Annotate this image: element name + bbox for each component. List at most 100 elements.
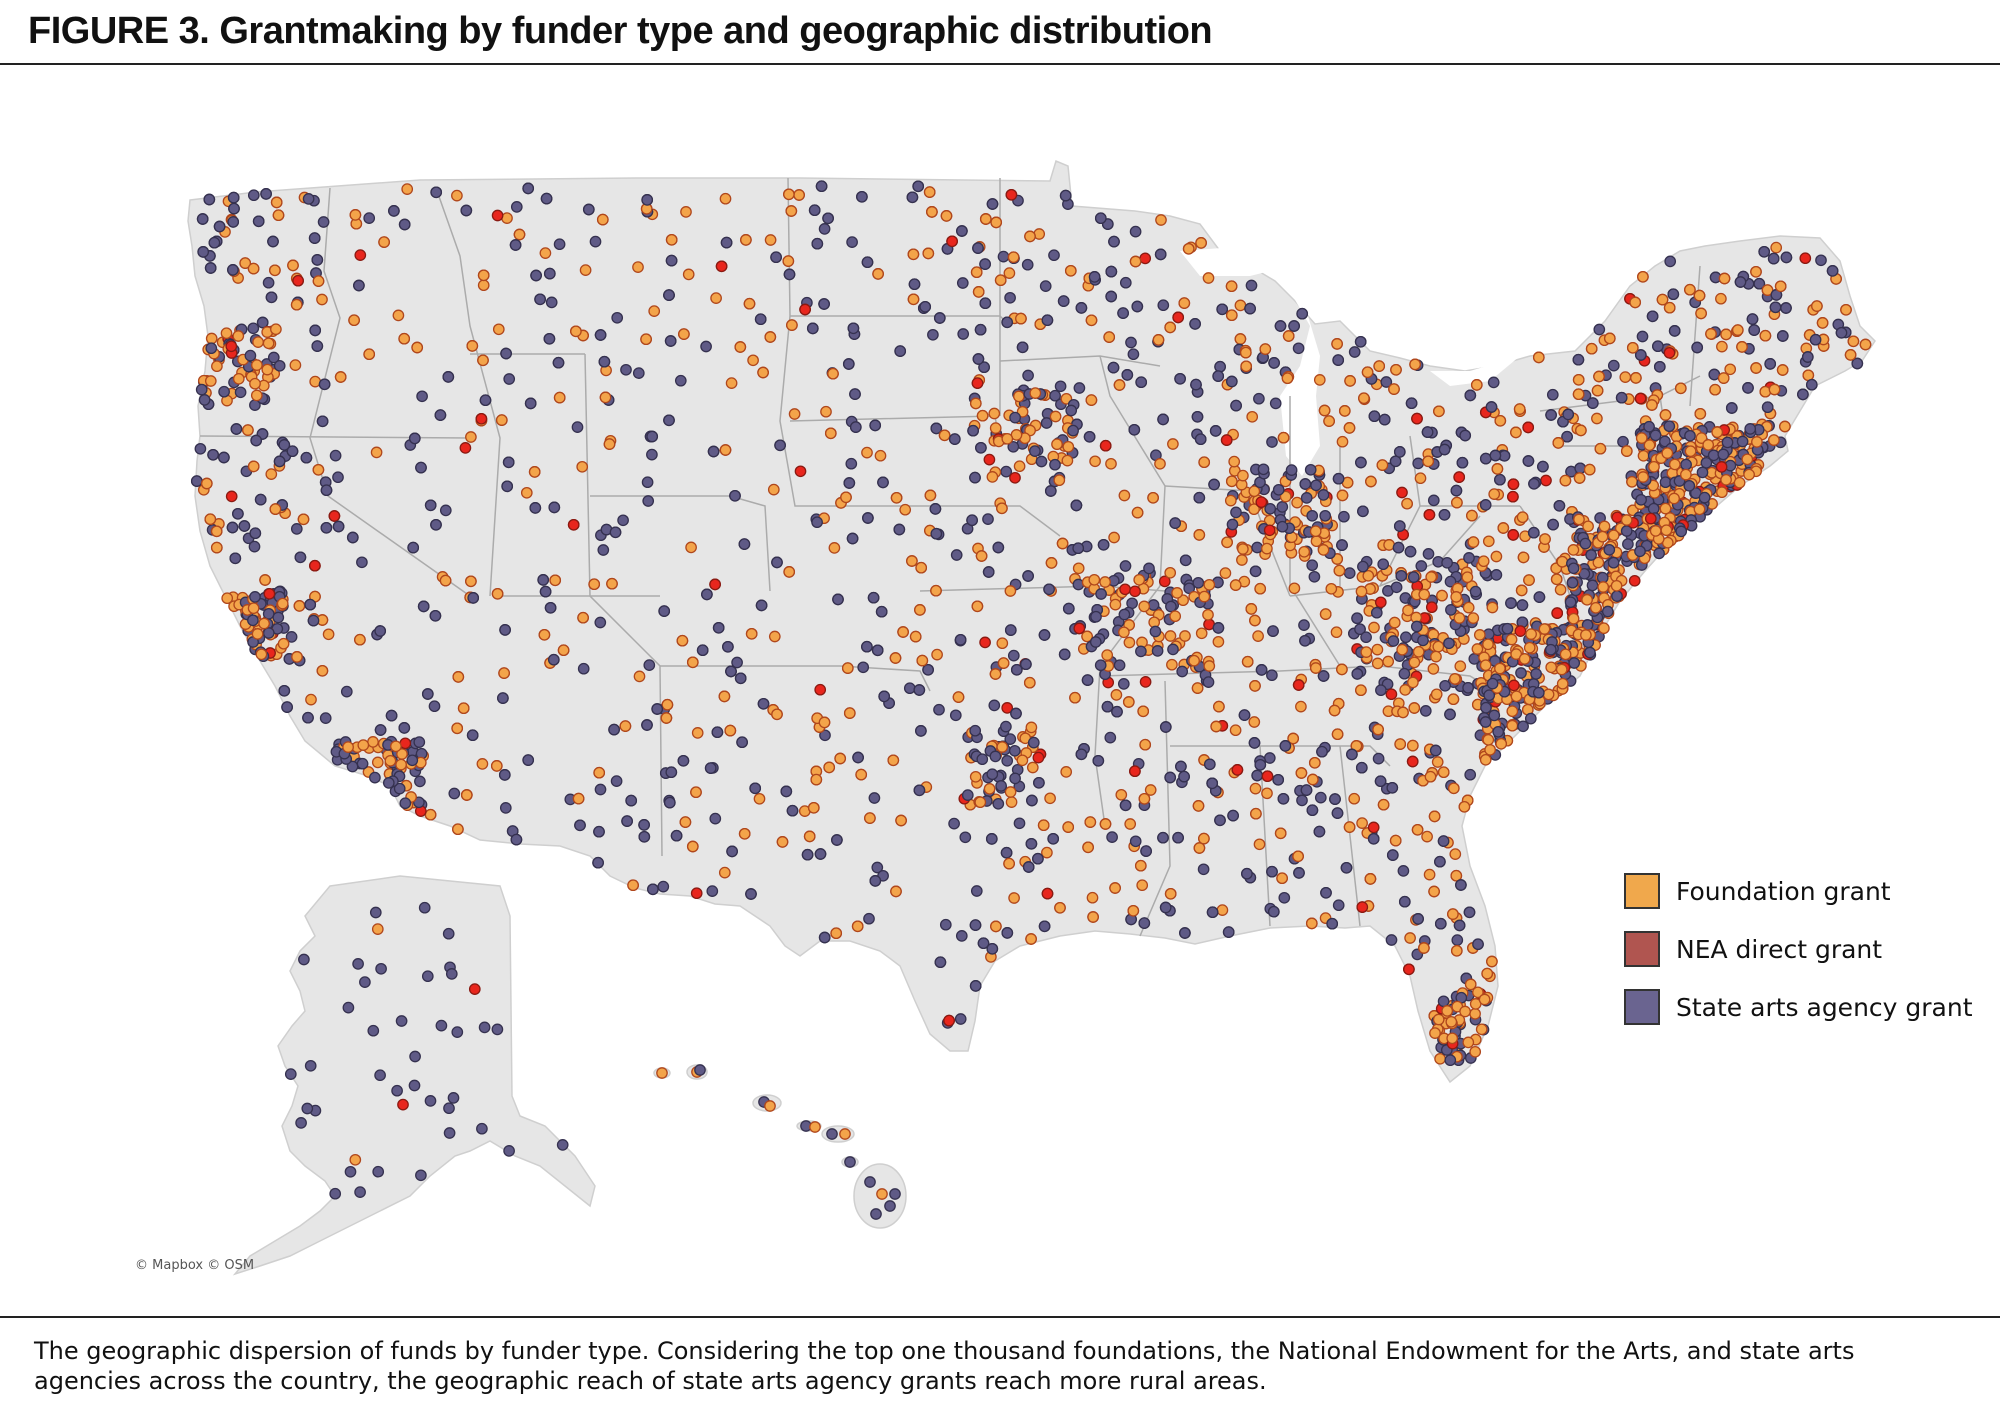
foundation-grant-marker	[1228, 455, 1241, 468]
foundation-grant-marker	[599, 391, 612, 404]
state-grant-marker	[857, 661, 870, 674]
state-grant-marker	[262, 276, 275, 289]
foundation-grant-marker	[1774, 280, 1787, 293]
foundation-grant-marker	[661, 698, 674, 711]
state-grant-marker	[460, 204, 473, 217]
nea-grant-marker	[1009, 471, 1021, 484]
state-grant-marker	[1038, 920, 1051, 933]
foundation-grant-marker	[1453, 612, 1466, 624]
legend-item-foundation: Foundation grant	[1624, 862, 1973, 920]
state-grant-marker	[227, 191, 240, 204]
state-grant-marker	[534, 293, 546, 306]
foundation-grant-marker	[974, 796, 987, 809]
foundation-grant-marker	[768, 630, 781, 643]
state-grant-marker	[982, 513, 994, 525]
foundation-grant-marker	[1179, 630, 1191, 642]
foundation-grant-marker	[1761, 284, 1774, 296]
state-grant-marker	[1668, 325, 1681, 337]
state-grant-marker	[1299, 634, 1311, 647]
foundation-grant-marker	[1449, 673, 1461, 685]
state-grant-marker	[1022, 861, 1035, 873]
state-grant-marker	[976, 753, 989, 766]
state-grant-marker	[229, 552, 242, 565]
state-grant-marker	[738, 538, 751, 550]
state-grant-marker	[1635, 493, 1647, 506]
state-grant-marker	[430, 186, 443, 199]
foundation-grant-marker	[1720, 473, 1732, 486]
state-grant-marker	[646, 448, 658, 461]
map[interactable]	[0, 66, 2000, 1312]
state-grant-marker	[1268, 357, 1280, 369]
foundation-grant-marker	[1005, 796, 1018, 808]
foundation-grant-marker	[1254, 582, 1267, 595]
state-grant-marker	[1203, 758, 1216, 771]
foundation-grant-marker	[656, 1067, 668, 1079]
foundation-grant-marker	[392, 309, 405, 322]
state-grant-marker	[413, 796, 425, 809]
foundation-grant-marker	[990, 920, 1002, 933]
foundation-grant-marker	[686, 840, 699, 853]
state-grant-marker	[611, 311, 624, 324]
state-grant-marker	[842, 358, 855, 370]
foundation-grant-marker	[1428, 885, 1440, 898]
state-grant-marker	[1564, 596, 1577, 609]
foundation-grant-marker	[603, 438, 616, 450]
state-grant-marker	[304, 598, 317, 611]
foundation-grant-marker	[745, 627, 758, 640]
state-grant-marker	[621, 815, 633, 827]
foundation-grant-marker	[528, 466, 541, 478]
state-grant-marker	[1151, 645, 1164, 657]
state-grant-marker	[861, 256, 874, 269]
foundation-grant-marker	[549, 574, 562, 587]
state-grant-marker	[1320, 886, 1332, 899]
foundation-grant-marker	[312, 463, 325, 476]
state-grant-marker	[1492, 725, 1505, 738]
state-grant-marker	[997, 250, 1010, 263]
state-grant-marker	[712, 621, 725, 634]
foundation-grant-marker	[1225, 280, 1238, 293]
state-grant-marker	[1253, 392, 1265, 405]
state-grant-marker	[950, 549, 963, 561]
state-grant-marker	[1579, 537, 1592, 550]
foundation-grant-marker	[460, 789, 473, 801]
foundation-grant-marker	[1004, 786, 1017, 798]
foundation-grant-marker	[1659, 502, 1672, 515]
state-grant-marker	[1266, 669, 1278, 682]
foundation-grant-marker	[970, 266, 983, 279]
state-grant-marker	[1267, 905, 1280, 918]
state-grant-marker	[1118, 608, 1131, 621]
foundation-grant-marker	[690, 786, 702, 799]
state-grant-marker	[1038, 629, 1051, 641]
foundation-grant-marker	[841, 662, 854, 674]
state-grant-marker	[409, 1050, 421, 1063]
nea-grant-marker	[1073, 622, 1086, 635]
foundation-grant-marker	[1188, 654, 1200, 667]
state-grant-marker	[1515, 667, 1527, 679]
state-grant-marker	[1164, 771, 1177, 784]
state-grant-marker	[846, 236, 858, 248]
foundation-grant-marker	[907, 293, 920, 306]
state-grant-marker	[1797, 388, 1809, 401]
foundation-grant-marker	[971, 600, 984, 613]
state-grant-marker	[1125, 336, 1137, 349]
foundation-grant-marker	[1325, 582, 1338, 595]
foundation-grant-marker	[660, 712, 673, 724]
foundation-grant-marker	[1319, 608, 1332, 620]
state-grant-marker	[1386, 849, 1399, 861]
foundation-grant-marker	[1411, 823, 1424, 836]
foundation-grant-marker	[1733, 476, 1746, 489]
state-grant-marker	[1266, 865, 1278, 878]
state-grant-marker	[1736, 435, 1749, 448]
state-grant-marker	[1004, 733, 1017, 745]
foundation-grant-marker	[1298, 545, 1311, 558]
state-grant-marker	[1128, 423, 1141, 436]
foundation-grant-marker	[490, 760, 503, 772]
foundation-grant-marker	[1481, 967, 1494, 980]
foundation-grant-marker	[1770, 241, 1783, 254]
state-grant-marker	[974, 323, 987, 336]
state-grant-marker	[1131, 300, 1144, 313]
state-grant-marker	[574, 819, 586, 832]
state-grant-marker	[1189, 318, 1201, 330]
state-grant-marker	[969, 724, 982, 737]
state-grant-marker	[1070, 499, 1083, 512]
